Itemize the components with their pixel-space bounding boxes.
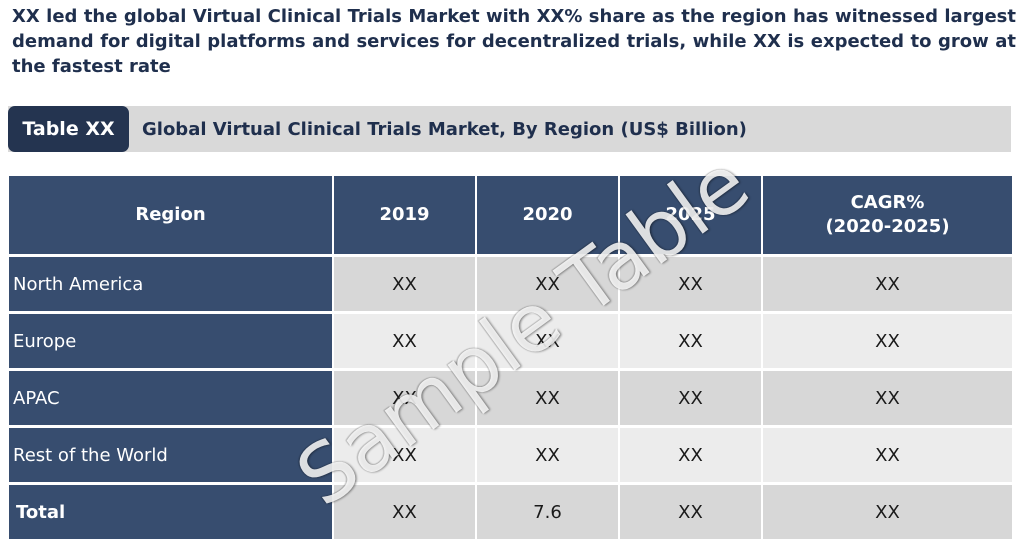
cell-cagr: XX [763, 371, 1012, 425]
header-cagr-line2: (2020-2025) [825, 216, 950, 237]
cell-2025: XX [620, 257, 761, 311]
cell-2020: XX [477, 314, 618, 368]
header-cagr: CAGR% (2020-2025) [763, 176, 1012, 254]
table-row-apac: APAC XX XX XX XX [9, 371, 1012, 425]
header-2025: 2025 [620, 176, 761, 254]
header-2020: 2020 [477, 176, 618, 254]
cell-2020: XX [477, 371, 618, 425]
table-number-tag: Table XX [8, 106, 129, 152]
cell-2019: XX [334, 428, 475, 482]
table-row-total: Total XX 7.6 XX XX [9, 485, 1012, 539]
cell-2019: XX [334, 257, 475, 311]
table-row-north-america: North America XX XX XX XX [9, 257, 1012, 311]
row-region-label: Total [9, 485, 332, 539]
header-2019: 2019 [334, 176, 475, 254]
cell-2019: XX [334, 485, 475, 539]
cell-2025: XX [620, 428, 761, 482]
cell-cagr: XX [763, 257, 1012, 311]
cell-cagr: XX [763, 485, 1012, 539]
header-region: Region [9, 176, 332, 254]
cell-2019: XX [334, 371, 475, 425]
cell-2025: XX [620, 314, 761, 368]
cell-cagr: XX [763, 428, 1012, 482]
table-header-row: Region 2019 2020 2025 CAGR% (2020-2025) [9, 176, 1012, 254]
row-region-label: North America [9, 257, 332, 311]
cell-cagr: XX [763, 314, 1012, 368]
cell-2025: XX [620, 371, 761, 425]
row-region-label: Rest of the World [9, 428, 332, 482]
cell-2025: XX [620, 485, 761, 539]
headline-text: XX led the global Virtual Clinical Trial… [12, 6, 1016, 77]
cell-2020: XX [477, 257, 618, 311]
table-title: Global Virtual Clinical Trials Market, B… [142, 118, 747, 140]
cell-2019: XX [334, 314, 475, 368]
row-region-label: Europe [9, 314, 332, 368]
cell-2020: XX [477, 428, 618, 482]
row-region-label: APAC [9, 371, 332, 425]
cell-2020: 7.6 [477, 485, 618, 539]
region-market-table: Region 2019 2020 2025 CAGR% (2020-2025) … [7, 173, 1014, 542]
table-row-rest-of-world: Rest of the World XX XX XX XX [9, 428, 1012, 482]
table-row-europe: Europe XX XX XX XX [9, 314, 1012, 368]
header-cagr-line1: CAGR% [850, 192, 925, 213]
table-caption-bar: Table XX Global Virtual Clinical Trials … [8, 106, 1011, 152]
